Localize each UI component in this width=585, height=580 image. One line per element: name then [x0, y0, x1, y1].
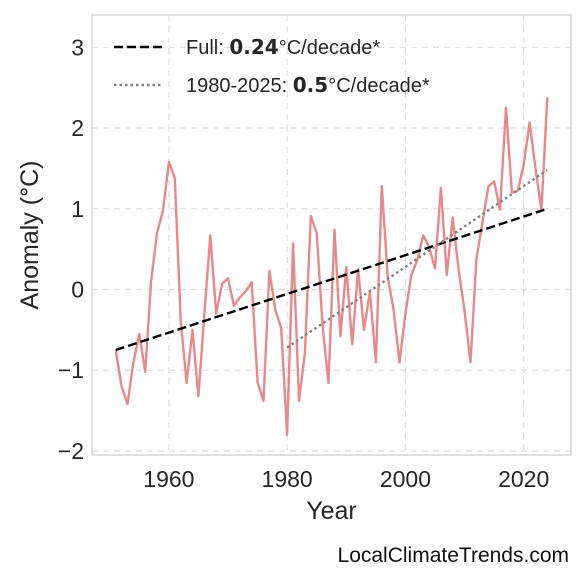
x-tick-label: 1960	[143, 466, 194, 492]
x-tick-label: 1980	[262, 466, 313, 492]
tick-labels: 1960 1980 2000 2020 −2 −1 0 1 2 3	[58, 34, 550, 492]
y-tick-label: 2	[71, 115, 84, 141]
trend-line-1	[115, 207, 548, 352]
grid-lines	[92, 15, 571, 455]
site-credit: LocalClimateTrends.com	[337, 544, 569, 567]
x-axis-label: Year	[306, 497, 357, 525]
x-tick-label: 2020	[498, 466, 549, 492]
y-tick-label: 1	[71, 196, 84, 222]
plot-frame	[91, 14, 572, 456]
y-axis-label: Anomaly (°C)	[16, 161, 44, 310]
x-tick-label: 2000	[380, 466, 431, 492]
y-tick-label: 3	[71, 34, 84, 60]
legend-label: Full: 0.24°C/decade*	[186, 35, 380, 59]
series-layer	[114, 97, 549, 436]
y-tick-label: 0	[71, 276, 84, 302]
y-tick-label: −1	[58, 357, 84, 383]
y-tick-label: −2	[58, 438, 84, 464]
legend: Full: 0.24°C/decade* 1980-2025: 0.5°C/dec…	[114, 35, 430, 97]
anomaly-series-line	[114, 97, 549, 436]
legend-label: 1980-2025: 0.5°C/decade*	[186, 73, 430, 97]
